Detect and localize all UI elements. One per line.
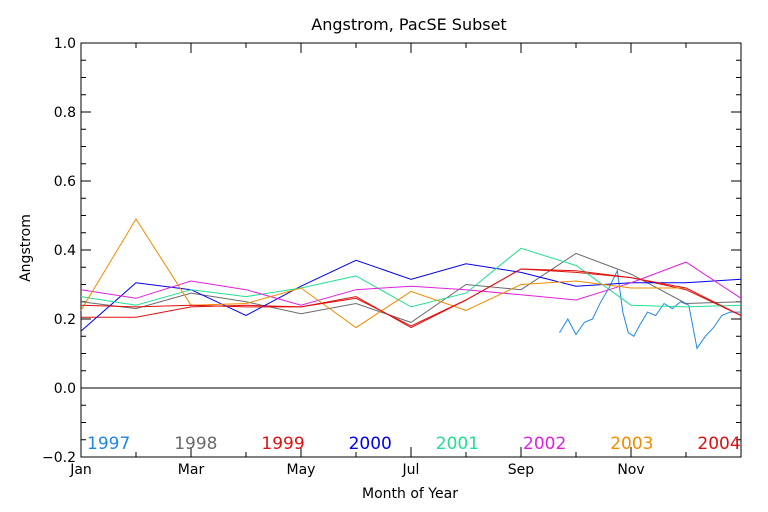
legend-label-2004: 2004 xyxy=(697,434,740,454)
y-axis-label: Angstrom xyxy=(18,214,34,282)
legend-label-2001: 2001 xyxy=(436,434,479,454)
series-line-1997 xyxy=(559,268,741,350)
x-tick-label: Jan xyxy=(69,462,92,478)
legend-label-1997: 1997 xyxy=(87,434,130,454)
series-line-2002 xyxy=(80,261,742,306)
y-tick-label: 0.6 xyxy=(54,174,76,190)
series-line-2003 xyxy=(80,218,686,329)
y-tick-label: 0.0 xyxy=(54,381,76,397)
y-tick-label: −0.2 xyxy=(42,450,76,466)
x-tick-label: Mar xyxy=(178,462,205,478)
series-line-1999 xyxy=(81,268,742,329)
x-axis-label: Month of Year xyxy=(362,486,458,502)
y-tick-label: 1.0 xyxy=(54,36,76,52)
chart-title: Angstrom, PacSE Subset xyxy=(311,15,506,34)
x-axis: Jan Mar May Jul Sep Nov xyxy=(69,43,742,478)
legend-label-2003: 2003 xyxy=(610,434,653,454)
plot-area xyxy=(80,42,742,458)
series-line-2004 xyxy=(80,268,742,327)
x-tick-label: Jul xyxy=(402,462,420,478)
x-tick-label: Nov xyxy=(617,462,644,478)
legend-label-2002: 2002 xyxy=(523,434,566,454)
y-tick-label: 0.2 xyxy=(54,312,76,328)
series-layer xyxy=(80,218,742,350)
legend: 1997 1998 1999 2000 2001 2002 2003 2004 xyxy=(87,434,741,454)
plot-frame xyxy=(80,42,742,458)
legend-label-1999: 1999 xyxy=(261,434,304,454)
y-tick-label: 0.4 xyxy=(54,243,76,259)
y-tick-label: 0.8 xyxy=(54,105,76,121)
x-tick-label: Sep xyxy=(508,462,535,478)
x-tick-label: May xyxy=(287,462,316,478)
series-line-2001 xyxy=(80,247,742,308)
legend-label-1998: 1998 xyxy=(174,434,217,454)
y-axis: −0.2 0.0 0.2 0.4 0.6 0.8 1.0 xyxy=(42,36,741,466)
series-line-1998 xyxy=(80,252,742,323)
legend-label-2000: 2000 xyxy=(349,434,392,454)
